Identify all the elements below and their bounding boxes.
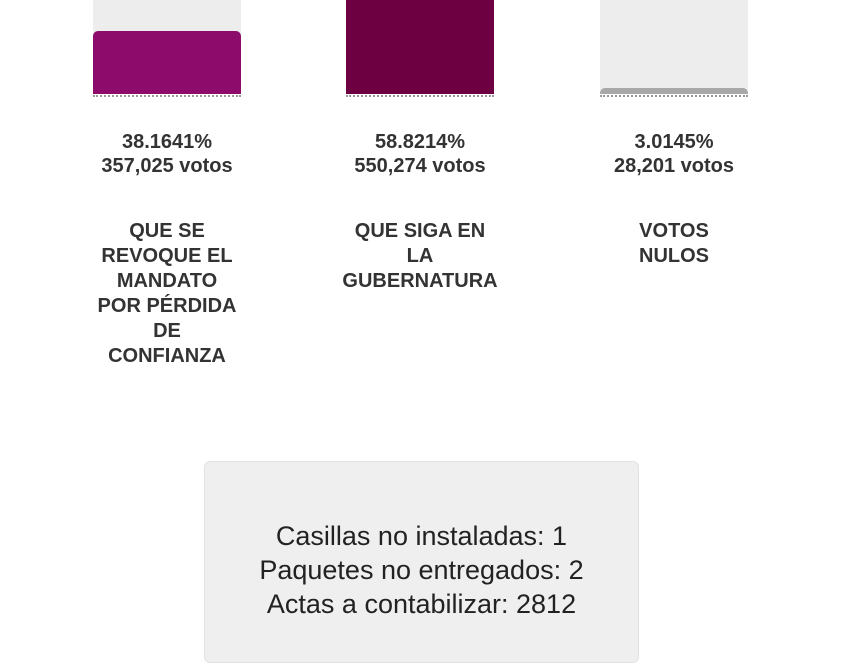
bar-track <box>93 0 241 94</box>
bar-track <box>600 0 748 94</box>
summary-casillas: Casillas no instaladas: 1 <box>275 521 568 551</box>
summary-panel: Casillas no instaladas: 1 Paquetes no en… <box>204 461 639 663</box>
summary-paquetes: Paquetes no entregados: 2 <box>259 555 584 585</box>
category-label-line: MANDATO <box>116 270 218 292</box>
votes-label: 550,274 votos <box>354 155 486 177</box>
bar-nulos <box>600 88 748 94</box>
bar-baseline <box>600 95 748 97</box>
category-label-line: REVOQUE EL <box>101 245 233 267</box>
category-label-line: GUBERNATURA <box>342 270 498 292</box>
percent-label: 3.0145% <box>634 131 714 153</box>
category-label: QUE SIGA EN LA GUBERNATURA <box>306 219 534 294</box>
category-label-line: NULOS <box>639 245 709 267</box>
bar-track <box>346 0 494 94</box>
category-label-line: CONFIANZA <box>108 345 226 367</box>
category-label-line: DE <box>153 320 181 342</box>
votes-label: 28,201 votos <box>613 155 735 177</box>
category-label-line: QUE SE <box>129 220 205 242</box>
category-label: VOTOS NULOS <box>560 219 788 269</box>
bar-baseline <box>93 95 241 97</box>
bar-baseline <box>346 95 494 97</box>
bar-revoque <box>93 31 241 94</box>
summary-actas: Actas a contabilizar: 2812 <box>266 589 577 619</box>
category-label-line: VOTOS <box>639 220 709 242</box>
category-label: QUE SE REVOQUE EL MANDATO POR PÉRDIDA DE CONF… <box>53 219 281 369</box>
percent-label: 38.1641% <box>121 131 213 153</box>
category-label-line: LA <box>406 245 434 267</box>
category-label-line: QUE SIGA EN <box>354 220 486 242</box>
votes-label: 357,025 votos <box>101 155 233 177</box>
category-label-line: POR PÉRDIDA <box>97 295 237 317</box>
bar-siga <box>346 0 494 94</box>
percent-label: 58.8214% <box>374 131 466 153</box>
